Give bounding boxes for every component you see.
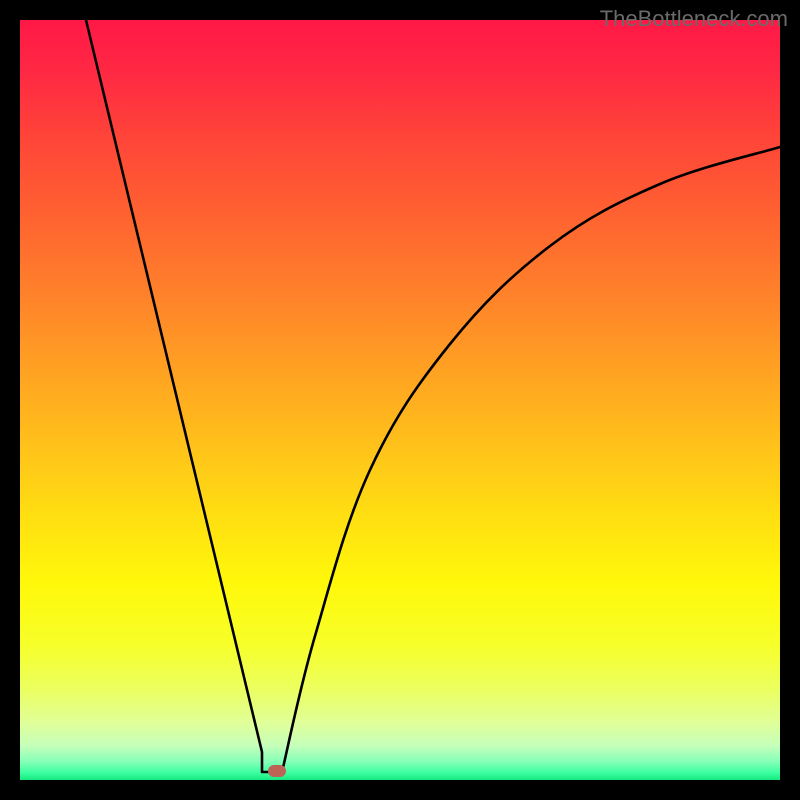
chart-container: TheBottleneck.com (0, 0, 800, 800)
watermark-label: TheBottleneck.com (600, 6, 788, 32)
plot-area (20, 20, 780, 780)
bottleneck-chart (0, 0, 800, 800)
optimum-marker (268, 765, 286, 777)
